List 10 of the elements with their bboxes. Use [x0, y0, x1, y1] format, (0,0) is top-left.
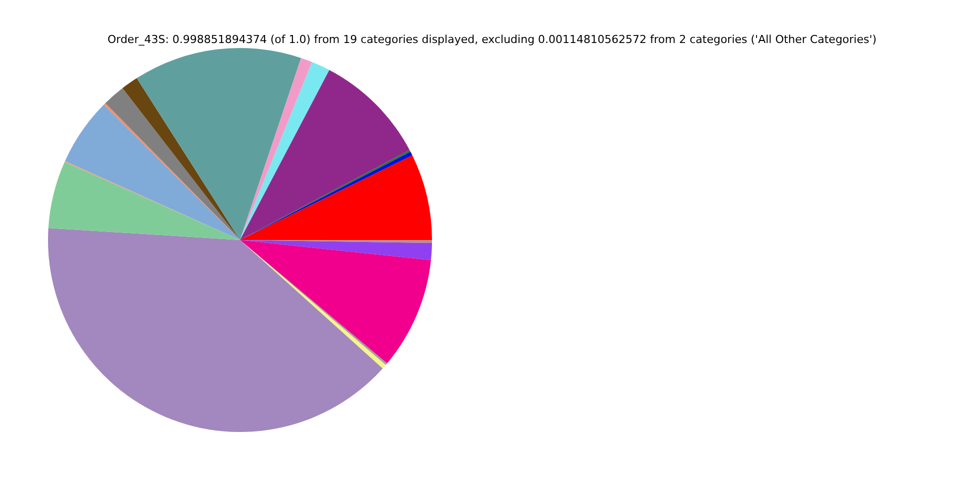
pie-slice — [136, 48, 302, 240]
pie-slice — [240, 240, 431, 364]
pie-slice — [48, 228, 383, 432]
pie-slice — [240, 62, 330, 240]
pie-slice — [240, 240, 432, 260]
pie-slice — [65, 104, 240, 240]
text: Order_43S: 0.998851894374 (of 1.0) from 19 categories displayed, excluding 0.00114810562572 from 2 categories ('All Other Categories') — [107, 33, 877, 46]
pie-slice — [240, 58, 312, 240]
pie-slice — [122, 78, 240, 240]
pie-slice — [240, 70, 410, 240]
